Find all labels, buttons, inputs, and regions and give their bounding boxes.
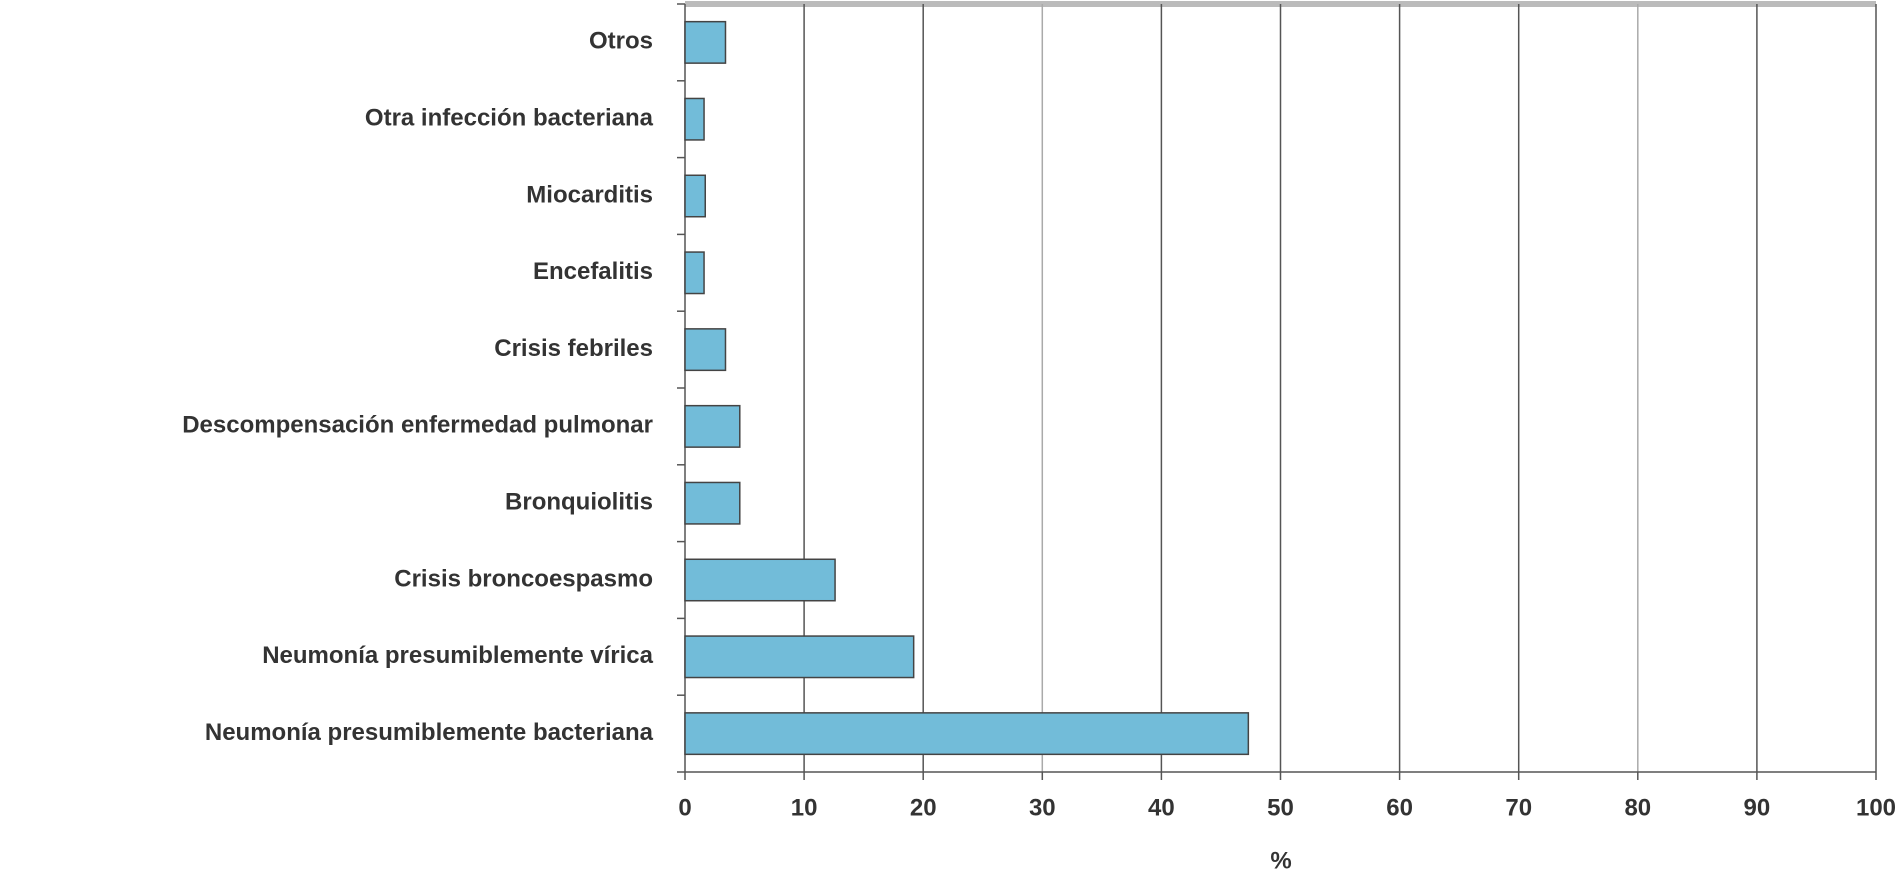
y-tick-label: Descompensación enfermedad pulmonar [182,412,653,439]
x-tick-label: 100 [1856,794,1896,821]
bar [684,404,741,448]
y-tick-label: Crisis febriles [494,335,653,362]
x-axis-label: % [1270,847,1291,874]
y-tick-label: Neumonía presumiblemente vírica [262,642,653,669]
y-tick-label: Miocarditis [526,181,653,208]
y-tick-label: Neumonía presumiblemente bacteriana [205,719,654,746]
x-tick-label: 60 [1386,794,1413,821]
y-tick-label: Otros [589,28,653,55]
x-tick-label: 50 [1267,794,1294,821]
x-tick-label: 70 [1505,794,1532,821]
x-tick-label: 0 [678,794,691,821]
x-tick-label: 40 [1148,794,1175,821]
y-tick-label: Crisis broncoespasmo [394,565,653,592]
y-tick-label: Bronquiolitis [505,489,653,516]
bar [684,712,1250,756]
y-tick-label: Otra infección bacteriana [365,105,654,132]
bar [684,174,706,218]
y-tick-label: Encefalitis [533,258,653,285]
x-tick-label: 10 [791,794,818,821]
x-tick-label: 30 [1029,794,1056,821]
x-tick-label: 90 [1744,794,1771,821]
bar [684,558,836,602]
bar [684,635,915,679]
bar [684,20,727,64]
bar [684,251,705,295]
bar [684,481,741,525]
bar [684,328,727,372]
x-tick-label: 80 [1624,794,1651,821]
x-tick-label: 20 [910,794,937,821]
bar [684,97,705,141]
